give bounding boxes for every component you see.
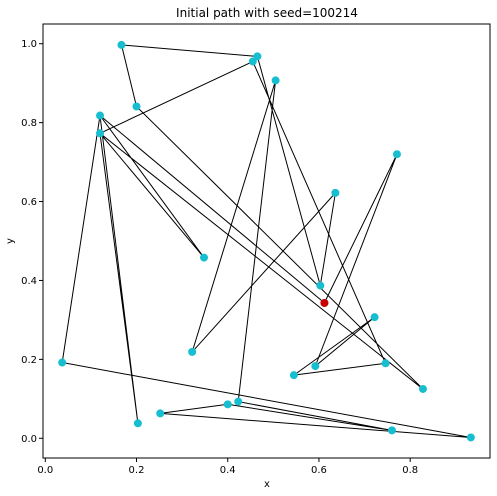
y-tick-label: 0.4 [21,276,37,287]
x-tick-label: 0.2 [129,465,145,476]
x-tick-label: 0.4 [220,465,236,476]
data-point [117,40,126,49]
path-line [61,44,471,438]
data-point [234,397,243,406]
x-tick-label: 0.0 [37,465,53,476]
start-point [320,298,329,307]
data-point [381,359,390,368]
data-point [200,253,209,262]
x-tick-label: 0.6 [311,465,327,476]
data-point [370,313,379,322]
chart-title: Initial path with seed=100214 [176,6,358,20]
data-point [289,371,298,380]
y-tick-label: 1.0 [21,39,37,50]
data-point [331,188,340,197]
data-point [248,57,257,66]
data-point [418,384,427,393]
data-point [271,76,280,85]
y-axis: 0.0 0.2 0.4 0.6 0.8 1.0 [21,39,43,445]
data-point [96,111,105,120]
x-axis-label: x [264,479,270,490]
data-point [316,281,325,290]
plot-area [58,40,475,442]
data-point [392,150,401,159]
y-axis-label: y [5,238,16,244]
y-tick-label: 0.8 [21,118,37,129]
data-point [58,358,67,367]
y-tick-label: 0.6 [21,197,37,208]
data-point [387,426,396,435]
y-tick-label: 0.2 [21,355,37,366]
axes-frame [42,23,491,459]
data-point [156,409,165,418]
data-point [466,433,475,442]
data-point [253,52,262,61]
x-axis: 0.0 0.2 0.4 0.6 0.8 [37,458,418,476]
data-point [188,347,197,356]
data-point [223,400,232,409]
data-point [96,129,105,138]
data-point [311,362,320,371]
data-point [133,419,142,428]
x-tick-label: 0.8 [402,465,418,476]
data-point [132,102,141,111]
y-tick-label: 0.0 [21,434,37,445]
